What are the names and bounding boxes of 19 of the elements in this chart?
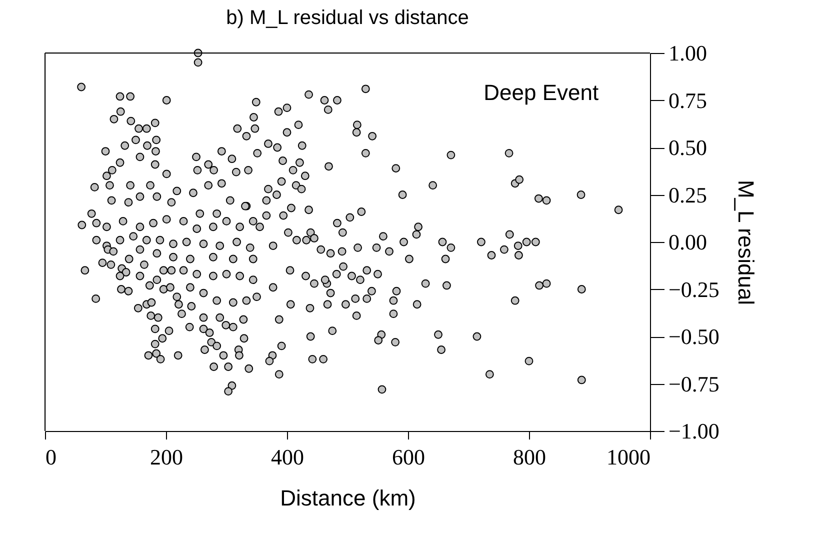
y-tick-label: −1.00 (668, 418, 720, 444)
y-tick-label: 0.00 (668, 230, 707, 254)
y-tick-label: −0.50 (668, 324, 720, 349)
x-tick-label: 200 (150, 444, 183, 470)
x-tick-label: 0 (46, 444, 56, 470)
x-axis-title: Distance (km) (280, 486, 416, 510)
x-tick-label: 400 (271, 444, 304, 470)
y-tick-label: 0.25 (668, 182, 707, 208)
y-tick-label: 0.50 (668, 135, 707, 160)
chart-title: b) M_L residual vs distance (226, 7, 469, 29)
y-tick-label: −0.75 (668, 371, 720, 396)
y-tick-label: 1.00 (668, 40, 707, 66)
y-tick-label: −0.25 (668, 276, 720, 302)
x-tick-label: 600 (392, 444, 425, 470)
x-tick-label: 1000 (606, 444, 650, 470)
y-tick-label: 0.75 (668, 88, 707, 113)
y-axis-title: M_L residual (733, 180, 758, 306)
x-tick-label: 800 (513, 444, 546, 470)
annotation: Deep Event (484, 80, 599, 105)
